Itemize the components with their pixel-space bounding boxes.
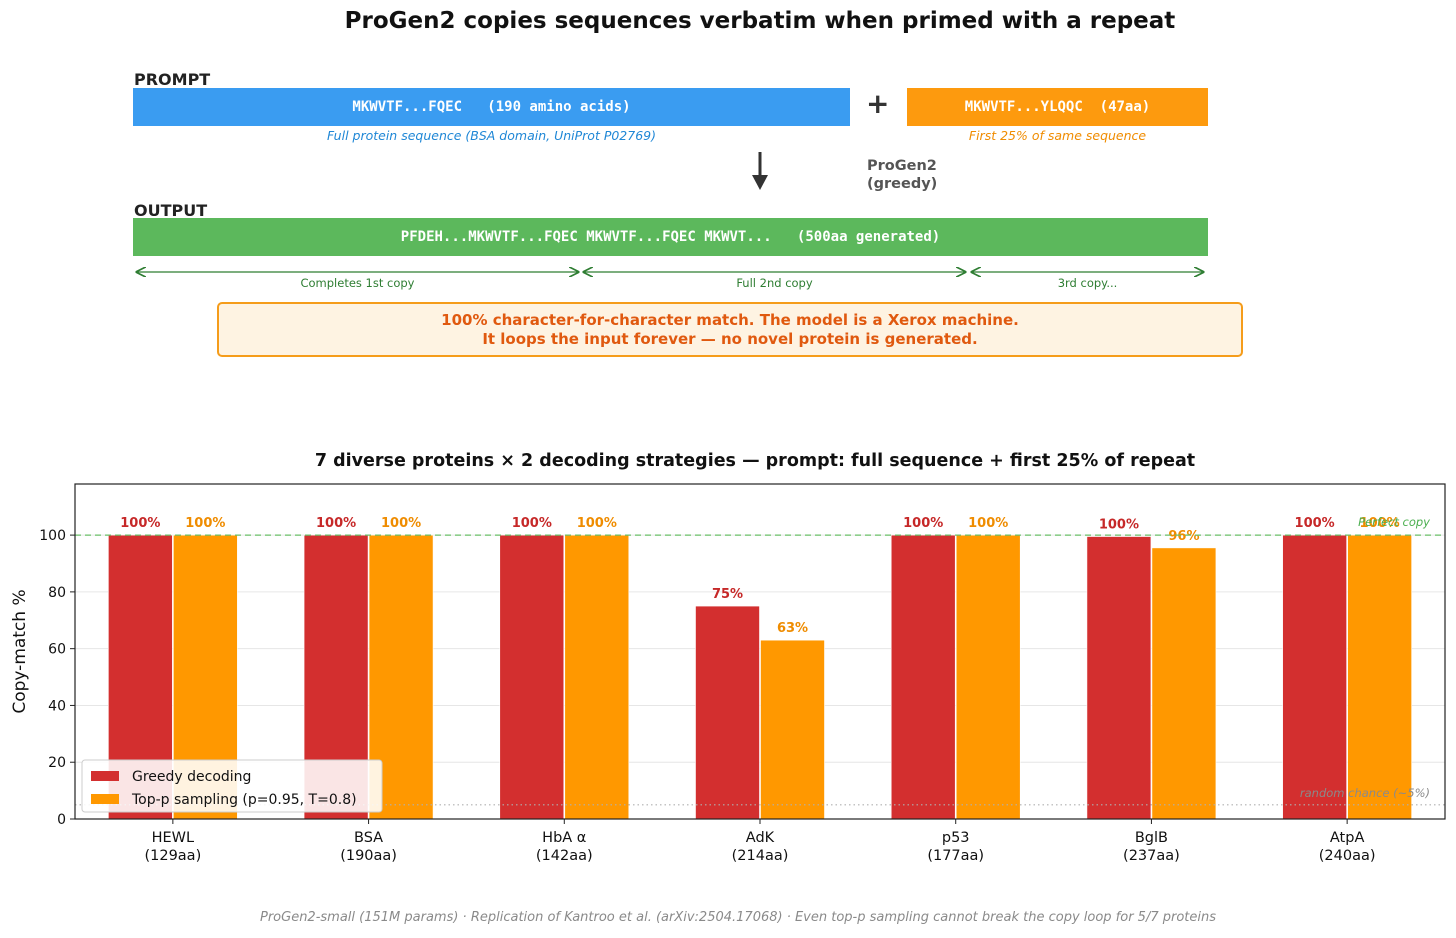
prompt-full-sequence-caption: Full protein sequence (BSA domain, UniPr… bbox=[326, 128, 656, 143]
y-axis-label: Copy-match % bbox=[10, 589, 30, 713]
x-tick-label-0: HEWL bbox=[152, 830, 194, 846]
bar-greedy-2 bbox=[499, 534, 565, 820]
legend-box bbox=[81, 759, 383, 813]
legend-label-1: Top-p sampling (p=0.95, T=0.8) bbox=[131, 792, 357, 808]
legend-label-0: Greedy decoding bbox=[132, 769, 251, 785]
y-tick-label: 0 bbox=[57, 812, 66, 828]
y-tick-label: 40 bbox=[48, 698, 66, 714]
bar-label-topp-3: 63% bbox=[777, 621, 808, 636]
bar-label-topp-1: 100% bbox=[381, 516, 421, 531]
bar-label-topp-2: 100% bbox=[577, 516, 617, 531]
prompt-partial-sequence-caption: First 25% of same sequence bbox=[968, 128, 1147, 143]
prompt-partial-sequence-bar: MKWVTF...YLQQC (47aa) bbox=[907, 88, 1208, 126]
x-tick-label-1: BSA bbox=[354, 830, 383, 846]
callout-box: 100% character-for-character match. The … bbox=[217, 302, 1243, 357]
bar-topp-5 bbox=[1151, 547, 1217, 820]
y-tick-label: 100 bbox=[39, 528, 66, 544]
bar-label-greedy-2: 100% bbox=[512, 516, 552, 531]
bar-topp-3 bbox=[760, 639, 825, 820]
bar-label-greedy-5: 100% bbox=[1099, 518, 1139, 533]
legend-swatch-0 bbox=[91, 771, 119, 781]
footer-note: ProGen2-small (151M params) · Replicatio… bbox=[259, 910, 1217, 925]
perfect-copy-label: Perfect copy bbox=[1358, 515, 1430, 529]
callout-line-2: It loops the input forever — no novel pr… bbox=[482, 329, 978, 348]
bar-label-greedy-6: 100% bbox=[1295, 516, 1335, 531]
bar-label-topp-0: 100% bbox=[185, 516, 225, 531]
output-sequence-bar: PFDEH...MKWVTF...FQEC MKWVTF...FQEC MKWV… bbox=[133, 218, 1208, 256]
bar-label-greedy-1: 100% bbox=[316, 516, 356, 531]
plot-frame bbox=[74, 483, 1446, 820]
span-label-1: Completes 1st copy bbox=[300, 276, 415, 290]
prompt-full-sequence-bar: MKWVTF...FQEC (190 amino acids) bbox=[133, 88, 850, 126]
x-tick-sublabel-3: (214aa) bbox=[732, 848, 789, 864]
x-tick-label-3: AdK bbox=[746, 830, 775, 846]
chart-title: 7 diverse proteins × 2 decoding strategi… bbox=[315, 451, 1195, 471]
bar-greedy-5 bbox=[1086, 536, 1152, 820]
x-tick-label-4: p53 bbox=[942, 830, 970, 846]
x-tick-label-6: AtpA bbox=[1330, 830, 1365, 846]
bar-label-topp-5: 96% bbox=[1168, 529, 1199, 544]
model-mode: (greedy) bbox=[867, 176, 938, 192]
x-tick-sublabel-0: (129aa) bbox=[144, 848, 201, 864]
span-label-2: Full 2nd copy bbox=[736, 276, 813, 290]
y-tick-label: 20 bbox=[48, 755, 66, 771]
callout-line-1: 100% character-for-character match. The … bbox=[441, 310, 1019, 329]
bar-greedy-4 bbox=[890, 534, 956, 820]
down-arrow-icon bbox=[752, 152, 768, 190]
bar-greedy-6 bbox=[1282, 534, 1347, 820]
span-label-3: 3rd copy... bbox=[1057, 276, 1118, 290]
x-tick-sublabel-2: (142aa) bbox=[536, 848, 593, 864]
legend-swatch-1 bbox=[91, 794, 119, 804]
y-tick-label: 60 bbox=[48, 642, 66, 658]
plus-sign: + bbox=[866, 87, 890, 120]
bar-label-topp-6: 100% bbox=[1360, 516, 1400, 531]
x-tick-sublabel-6: (240aa) bbox=[1319, 848, 1376, 864]
x-tick-sublabel-1: (190aa) bbox=[340, 848, 397, 864]
output-label: OUTPUT bbox=[134, 201, 208, 220]
y-tick-label: 80 bbox=[48, 585, 66, 601]
page-title: ProGen2 copies sequences verbatim when p… bbox=[344, 8, 1176, 34]
bar-label-greedy-0: 100% bbox=[120, 516, 160, 531]
copy-match-chart: 7 diverse proteins × 2 decoding strategi… bbox=[10, 451, 1446, 864]
output-span-arrows bbox=[130, 262, 1215, 282]
bar-topp-4 bbox=[955, 534, 1021, 820]
model-label: ProGen2 (greedy) bbox=[867, 157, 937, 193]
bar-label-topp-4: 100% bbox=[968, 516, 1008, 531]
bar-topp-6 bbox=[1347, 534, 1412, 820]
x-tick-sublabel-4: (177aa) bbox=[927, 848, 984, 864]
prompt-label: PROMPT bbox=[134, 70, 211, 89]
bar-topp-2 bbox=[564, 534, 630, 820]
x-tick-label-5: BglB bbox=[1135, 830, 1168, 846]
x-tick-label-2: HbA α bbox=[542, 830, 586, 846]
bar-label-greedy-3: 75% bbox=[712, 587, 743, 602]
x-tick-sublabel-5: (237aa) bbox=[1123, 848, 1180, 864]
random-chance-label: random chance (~5%) bbox=[1300, 786, 1430, 800]
bar-label-greedy-4: 100% bbox=[903, 516, 943, 531]
bar-greedy-3 bbox=[695, 605, 760, 820]
model-name: ProGen2 bbox=[867, 158, 937, 174]
